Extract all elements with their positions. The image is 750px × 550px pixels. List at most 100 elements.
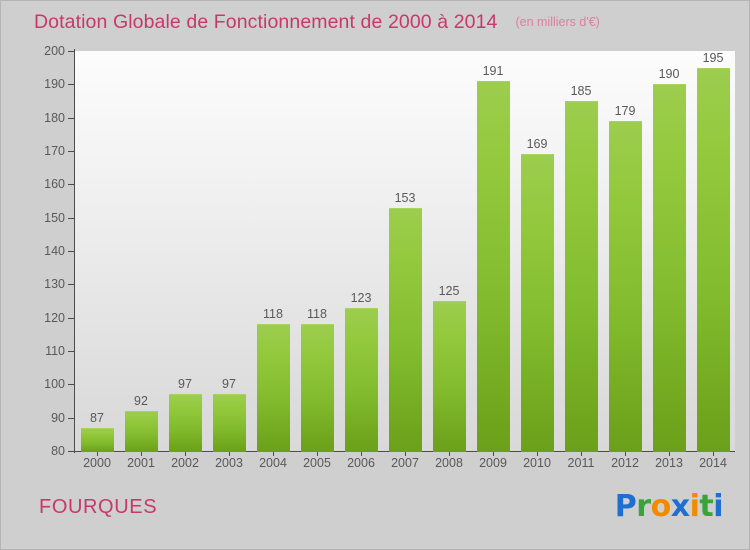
x-axis-tick — [273, 451, 274, 456]
x-axis-tick — [361, 451, 362, 456]
bar-value-label: 97 — [178, 377, 192, 392]
bar — [168, 394, 202, 452]
bar-value-label: 123 — [350, 290, 372, 305]
chart-subtitle: (en milliers d'€) — [515, 14, 600, 29]
y-axis-tick-label: 160 — [44, 177, 65, 192]
y-axis-tick-label: 190 — [44, 77, 65, 92]
bar-value-label: 153 — [394, 190, 416, 205]
bar-value-label: 190 — [658, 67, 680, 82]
bar-value-label: 118 — [263, 307, 283, 322]
commune-name: FOURQUES — [39, 496, 158, 518]
y-axis-tick-label: 180 — [44, 110, 65, 125]
x-axis-tick — [185, 451, 186, 456]
x-axis-tick — [229, 451, 230, 456]
y-axis-tick-label: 170 — [44, 144, 65, 158]
x-axis-tick-label: 2008 — [435, 456, 463, 470]
x-axis-tick-label: 2005 — [303, 456, 331, 470]
x-axis-tick-label: 2003 — [215, 456, 243, 470]
bar — [652, 84, 686, 452]
y-axis-tick — [68, 417, 75, 419]
y-axis-tick — [68, 151, 75, 152]
y-axis-tick-label: 200 — [44, 44, 65, 58]
chart-header: Dotation Globale de Fonctionnement de 20… — [1, 1, 749, 43]
x-axis-tick — [713, 451, 714, 456]
bar — [696, 67, 730, 452]
y-axis-tick — [68, 184, 75, 186]
x-axis-tick-label: 2001 — [127, 456, 155, 470]
x-axis-tick-label: 2002 — [171, 456, 199, 470]
x-axis-tick — [141, 451, 142, 456]
bar — [124, 411, 158, 452]
y-axis-tick — [68, 451, 75, 452]
y-axis-tick — [68, 284, 75, 286]
x-axis-tick — [625, 451, 626, 456]
y-axis-tick-label: 100 — [44, 377, 65, 392]
x-axis-tick-label: 2010 — [523, 456, 551, 470]
x-axis-tick-label: 2013 — [655, 456, 683, 470]
y-axis-tick-label: 80 — [51, 444, 65, 458]
x-axis-tick-label: 2014 — [699, 456, 727, 470]
x-axis-tick — [493, 451, 494, 456]
x-axis-tick-label: 2004 — [259, 456, 287, 470]
x-axis-tick-label: 2000 — [83, 456, 111, 470]
bar-value-label: 179 — [614, 104, 636, 118]
bar — [608, 121, 642, 452]
logo-letter: P — [614, 489, 637, 524]
logo-letter: i — [713, 489, 723, 524]
y-axis-tick — [68, 117, 75, 119]
bar — [256, 324, 290, 452]
x-axis-tick — [449, 451, 450, 456]
y-axis-tick — [68, 217, 75, 219]
y-axis-tick — [68, 351, 75, 352]
logo-letter: i — [689, 489, 700, 524]
bar — [344, 307, 378, 452]
bar — [476, 81, 510, 452]
bar-value-label: 118 — [307, 307, 327, 322]
bar — [388, 207, 422, 452]
logo-letter: o — [650, 489, 672, 524]
y-axis-tick-label: 110 — [45, 344, 65, 358]
bar — [300, 324, 334, 452]
y-axis-tick-label: 120 — [44, 310, 65, 325]
bar-value-label: 185 — [570, 84, 592, 98]
bar-value-label: 195 — [702, 50, 724, 65]
y-axis-tick — [68, 84, 75, 86]
logo-letter: t — [699, 489, 714, 524]
y-axis-tick-label: 130 — [44, 277, 65, 292]
bar — [564, 101, 598, 452]
y-axis-tick — [68, 51, 75, 52]
bar — [212, 394, 246, 452]
logo-letter: x — [670, 489, 690, 524]
bar-value-label: 92 — [134, 394, 148, 408]
proxiti-logo: Proxiti — [614, 489, 724, 524]
x-axis-tick-label: 2011 — [567, 456, 595, 470]
bar-value-label: 169 — [526, 137, 548, 152]
x-axis-tick-label: 2006 — [347, 456, 375, 470]
x-axis-tick — [405, 451, 406, 456]
chart-footer: FOURQUES Proxiti — [1, 475, 749, 549]
bar-value-label: 125 — [438, 284, 460, 298]
bar-value-label: 87 — [90, 410, 104, 425]
y-axis-tick — [68, 384, 75, 386]
x-axis-tick-label: 2012 — [611, 456, 639, 470]
bar — [432, 301, 466, 452]
y-axis-tick-label: 90 — [51, 410, 65, 425]
x-axis-tick — [581, 451, 582, 456]
page-title: Dotation Globale de Fonctionnement de 20… — [34, 10, 498, 33]
y-axis-tick — [68, 251, 75, 252]
chart-plot-frame: 80 90 100 110 120 130 140 150 160 170 180 190 200 20… — [17, 45, 735, 472]
y-axis-tick-label: 150 — [44, 210, 65, 225]
y-axis-tick — [68, 317, 75, 319]
y-axis-tick-label: 140 — [44, 244, 65, 258]
bar-value-label: 191 — [482, 64, 504, 78]
x-axis-tick — [317, 451, 318, 456]
logo-letter: r — [636, 489, 651, 524]
x-axis-tick — [669, 451, 670, 456]
bar-value-label: 97 — [222, 377, 236, 392]
x-axis-tick — [537, 451, 538, 456]
x-axis-tick — [97, 451, 98, 456]
x-axis-tick-label: 2009 — [479, 456, 507, 470]
bar — [80, 427, 114, 452]
x-axis-tick-label: 2007 — [391, 456, 419, 470]
